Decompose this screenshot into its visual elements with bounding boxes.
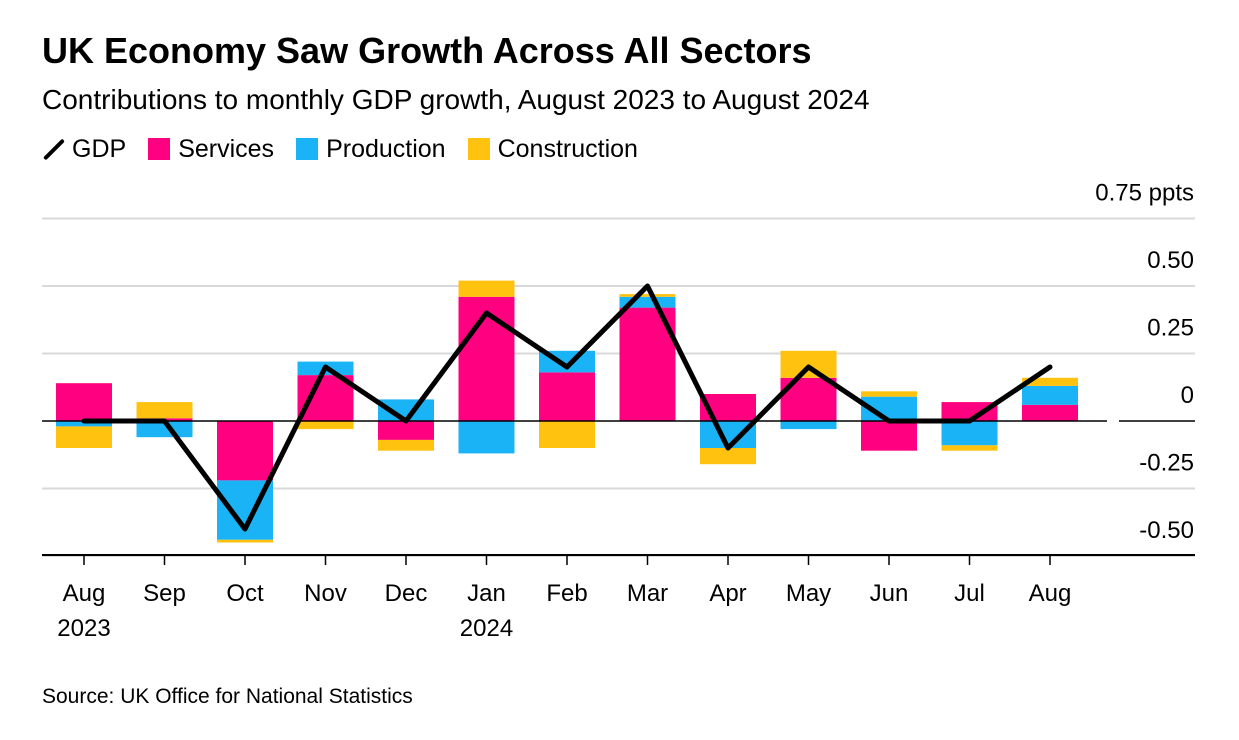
legend-label-production: Production bbox=[326, 134, 446, 163]
bar-construction bbox=[700, 448, 756, 465]
x-tick-label: Jun bbox=[870, 580, 909, 607]
x-tick-label: Dec bbox=[385, 580, 428, 607]
legend-label-services: Services bbox=[178, 134, 275, 163]
x-year-label: 2023 bbox=[57, 615, 110, 642]
y-tick-label: -0.50 bbox=[1139, 517, 1194, 544]
y-tick-label: 0.25 bbox=[1147, 315, 1194, 342]
legend: GDP Services Production Construction bbox=[42, 133, 660, 165]
x-tick-label: Jan bbox=[467, 580, 506, 607]
bar-production bbox=[1022, 385, 1078, 405]
x-tick-label: Nov bbox=[304, 580, 347, 607]
legend-item-services: Services bbox=[148, 135, 274, 164]
bar-services bbox=[378, 421, 434, 440]
x-year-label: 2024 bbox=[460, 615, 513, 642]
x-tick-label: May bbox=[786, 580, 831, 607]
y-tick-label: -0.25 bbox=[1139, 450, 1194, 477]
chart-title: UK Economy Saw Growth Across All Sectors bbox=[42, 30, 812, 71]
legend-swatch-production bbox=[296, 138, 319, 160]
legend-item-production: Production bbox=[296, 135, 446, 164]
source-note: Source: UK Office for National Statistic… bbox=[42, 685, 413, 708]
bar-construction bbox=[378, 439, 434, 451]
bar-construction bbox=[56, 426, 112, 448]
bar-construction bbox=[619, 294, 676, 297]
bar-services bbox=[297, 375, 354, 421]
x-tick-label: Mar bbox=[627, 580, 668, 607]
x-tick-label: Feb bbox=[546, 580, 587, 607]
bar-services bbox=[217, 421, 273, 481]
bar-production bbox=[458, 421, 515, 454]
bar-construction bbox=[1022, 377, 1078, 386]
bar-production bbox=[56, 421, 112, 427]
bar-services bbox=[941, 402, 998, 421]
chart-subtitle: Contributions to monthly GDP growth, Aug… bbox=[42, 84, 870, 115]
y-tick-label: 0 bbox=[1181, 382, 1194, 409]
bar-services bbox=[1022, 404, 1078, 421]
legend-swatch-services bbox=[148, 138, 171, 160]
bar-construction bbox=[458, 280, 515, 297]
bar-production bbox=[941, 421, 998, 446]
bar-services bbox=[539, 372, 595, 421]
bar-services bbox=[861, 421, 917, 451]
bar-construction bbox=[136, 402, 193, 419]
x-tick-label: Aug bbox=[1029, 580, 1072, 607]
bar-construction bbox=[297, 421, 354, 430]
bar-construction bbox=[539, 421, 595, 448]
bar-services bbox=[56, 383, 112, 421]
bar-services bbox=[458, 296, 515, 421]
x-tick-label: Sep bbox=[143, 580, 186, 607]
y-tick-label: 0.50 bbox=[1147, 247, 1194, 274]
x-tick-label: Aug bbox=[63, 580, 106, 607]
legend-item-gdp: GDP bbox=[42, 135, 126, 164]
bar-production bbox=[780, 421, 837, 430]
bar-production bbox=[619, 296, 676, 308]
x-tick-label: Jul bbox=[954, 580, 985, 607]
bar-construction bbox=[217, 539, 273, 543]
x-tick-label: Oct bbox=[226, 580, 264, 607]
x-tick-label: Apr bbox=[709, 580, 746, 607]
bar-construction bbox=[861, 391, 917, 397]
bar-construction bbox=[941, 445, 998, 451]
legend-swatch-construction bbox=[467, 138, 490, 160]
legend-item-construction: Construction bbox=[467, 134, 638, 164]
bar-production bbox=[136, 421, 193, 438]
y-tick-label: 0.75 ppts bbox=[1095, 180, 1194, 207]
bar-construction bbox=[780, 350, 837, 378]
legend-label-construction: Construction bbox=[497, 134, 638, 163]
legend-label-gdp: GDP bbox=[72, 134, 127, 163]
